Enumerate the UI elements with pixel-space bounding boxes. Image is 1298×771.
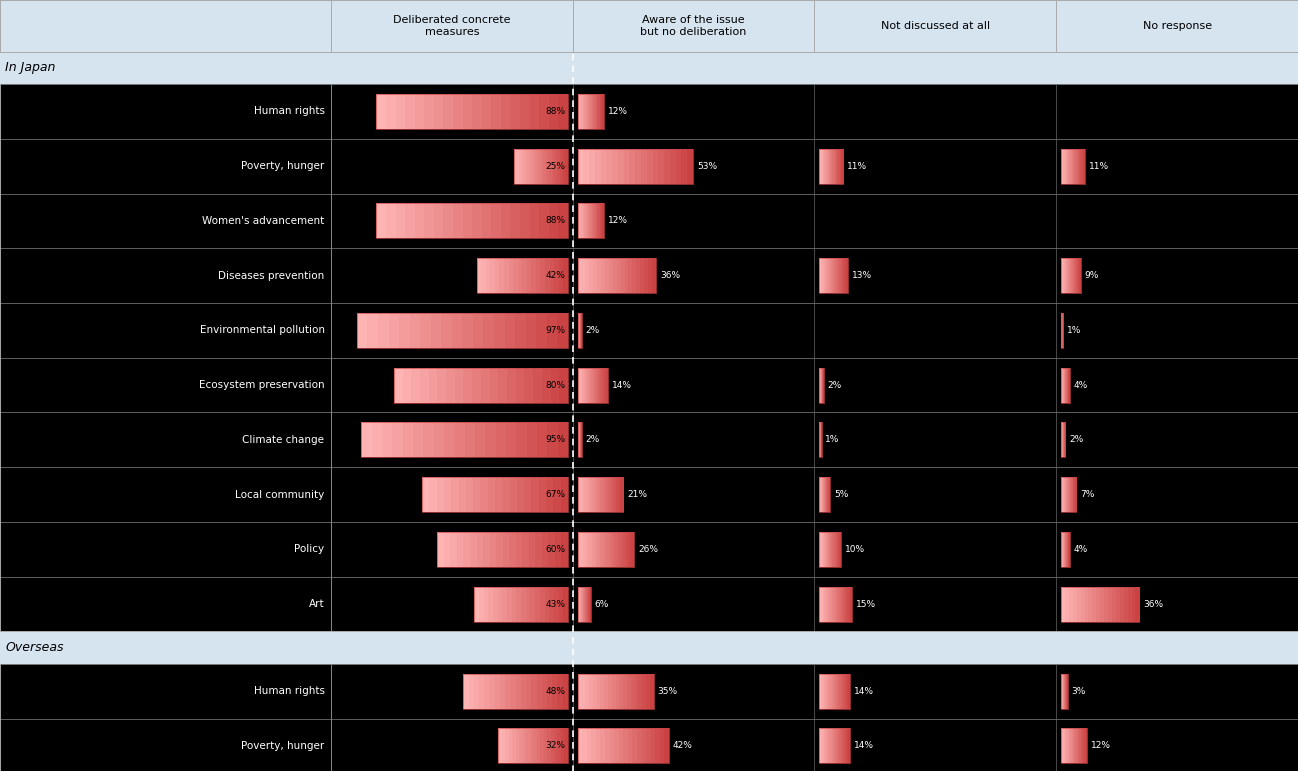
Text: 36%: 36% [659, 271, 680, 280]
Text: 10%: 10% [845, 545, 864, 554]
Text: 48%: 48% [545, 687, 566, 695]
Text: 42%: 42% [672, 742, 693, 750]
Text: 32%: 32% [545, 742, 566, 750]
Text: 9%: 9% [1085, 271, 1099, 280]
Text: Human rights: Human rights [253, 106, 324, 116]
Text: Not discussed at all: Not discussed at all [881, 21, 990, 31]
Text: 36%: 36% [1144, 600, 1163, 608]
Text: 2%: 2% [828, 381, 842, 389]
Text: Environmental pollution: Environmental pollution [200, 325, 324, 335]
Text: 5%: 5% [835, 490, 849, 499]
Text: 11%: 11% [1089, 162, 1108, 170]
Text: 1%: 1% [826, 436, 840, 444]
Text: Local community: Local community [235, 490, 324, 500]
Text: 67%: 67% [545, 490, 566, 499]
Text: Climate change: Climate change [243, 435, 324, 445]
Text: 7%: 7% [1080, 490, 1094, 499]
Text: Policy: Policy [295, 544, 324, 554]
Text: Human rights: Human rights [253, 686, 324, 696]
Text: 15%: 15% [855, 600, 876, 608]
Text: 25%: 25% [545, 162, 566, 170]
Text: Women's advancement: Women's advancement [202, 216, 324, 226]
Text: 14%: 14% [611, 381, 632, 389]
Text: 26%: 26% [639, 545, 658, 554]
Text: In Japan: In Japan [5, 62, 56, 74]
Text: Diseases prevention: Diseases prevention [218, 271, 324, 281]
Text: Poverty, hunger: Poverty, hunger [241, 741, 324, 751]
Text: 2%: 2% [585, 326, 600, 335]
Text: 13%: 13% [851, 271, 872, 280]
Text: Overseas: Overseas [5, 641, 64, 654]
Text: 14%: 14% [854, 687, 874, 695]
Text: 80%: 80% [545, 381, 566, 389]
Text: 88%: 88% [545, 217, 566, 225]
Text: 4%: 4% [1073, 381, 1088, 389]
Text: 12%: 12% [1092, 742, 1111, 750]
Text: 35%: 35% [658, 687, 678, 695]
Text: 14%: 14% [854, 742, 874, 750]
Text: 60%: 60% [545, 545, 566, 554]
Text: 97%: 97% [545, 326, 566, 335]
Text: 42%: 42% [545, 271, 566, 280]
Text: Aware of the issue
but no deliberation: Aware of the issue but no deliberation [640, 15, 746, 37]
Text: No response: No response [1142, 21, 1212, 31]
Text: 12%: 12% [607, 107, 627, 116]
Text: 95%: 95% [545, 436, 566, 444]
Text: Ecosystem preservation: Ecosystem preservation [199, 380, 324, 390]
Text: Deliberated concrete
measures: Deliberated concrete measures [393, 15, 510, 37]
Text: 1%: 1% [1067, 326, 1081, 335]
Text: 2%: 2% [1070, 436, 1084, 444]
Text: 21%: 21% [627, 490, 648, 499]
Text: 53%: 53% [697, 162, 716, 170]
Text: 2%: 2% [585, 436, 600, 444]
Text: Poverty, hunger: Poverty, hunger [241, 161, 324, 171]
Text: 11%: 11% [848, 162, 867, 170]
Text: 4%: 4% [1073, 545, 1088, 554]
Text: 43%: 43% [545, 600, 566, 608]
Text: Art: Art [309, 599, 324, 609]
Text: 3%: 3% [1072, 687, 1086, 695]
Text: 88%: 88% [545, 107, 566, 116]
Text: 12%: 12% [607, 217, 627, 225]
Text: 6%: 6% [594, 600, 609, 608]
